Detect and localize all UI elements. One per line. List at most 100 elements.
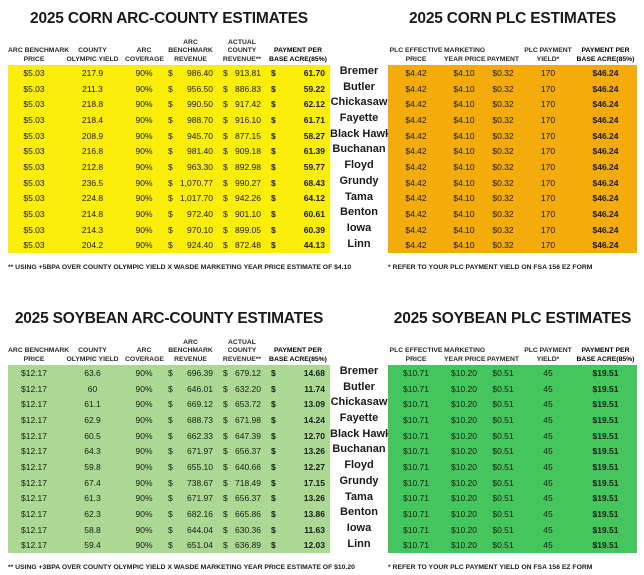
table-cell: 61.3 [84, 493, 101, 504]
table-cell: $14.24 [266, 415, 330, 425]
table-cell: $4.10 [453, 240, 475, 251]
table-cell: 90% [135, 83, 153, 94]
table-cell: $11.74 [266, 384, 330, 394]
table-row: $4.42 $4.10 $0.32 170 $46.24 [388, 81, 637, 97]
page-title: 2025 SOYBEAN ARC-COUNTY ESTIMATES [14, 310, 324, 327]
table-cell: $61.71 [266, 115, 330, 125]
table-cell: $19.51 [592, 367, 619, 378]
cell-value: 1,017.70 [179, 193, 213, 204]
table-cell: $19.51 [592, 509, 619, 520]
column-header: ARC BENCHMARK PRICE [8, 47, 70, 63]
table-cell: $682.16 [163, 509, 218, 519]
cell-value: 671.97 [187, 493, 213, 504]
table-cell: $10.20 [451, 430, 477, 441]
cell-value: 970.10 [187, 224, 213, 235]
table-cell: 90% [135, 114, 153, 125]
table-row: $5.03 224.8 90% $1,017.70 $942.26 $64.12 [8, 191, 330, 207]
cell-value: 13.26 [303, 446, 325, 457]
table-cell: $10.20 [451, 524, 477, 535]
table-cell: $4.42 [405, 240, 427, 251]
currency-symbol: $ [223, 446, 228, 457]
county-label: Grundy [339, 174, 379, 187]
cell-value: 901.10 [235, 209, 261, 220]
county-label: Linn [347, 237, 371, 250]
table-cell: $4.42 [405, 209, 427, 220]
table-cell: $10.20 [451, 477, 477, 488]
table-row: $10.71 $10.20 $0.51 45 $19.51 [388, 506, 637, 522]
table-cell: $4.10 [453, 130, 475, 141]
currency-symbol: $ [271, 114, 276, 125]
table-row: $4.42 $4.10 $0.32 170 $46.24 [388, 65, 637, 81]
cell-value: 899.05 [235, 224, 261, 235]
table-cell: $13.26 [266, 493, 330, 503]
table-cell: $10.71 [403, 493, 429, 504]
table-cell: $46.24 [592, 240, 619, 251]
table-row: $12.17 67.4 90% $738.67 $718.49 $17.15 [8, 475, 330, 491]
table-cell: $4.10 [453, 209, 475, 220]
cell-value: 646.01 [187, 383, 213, 394]
cell-value: 662.33 [187, 430, 213, 441]
column-header: COUNTY OLYMPIC YIELD [66, 47, 119, 63]
table-cell: 90% [135, 177, 153, 188]
table-cell: $0.51 [492, 461, 514, 472]
table-cell: $4.42 [405, 146, 427, 157]
currency-symbol: $ [271, 383, 276, 394]
table-cell: $640.66 [218, 462, 266, 472]
table-cell: 90% [135, 209, 153, 220]
table-cell: 90% [135, 461, 153, 472]
cell-value: 630.36 [235, 524, 261, 535]
cell-value: 644.04 [187, 524, 213, 535]
page-title: 2025 SOYBEAN PLC ESTIMATES [393, 310, 632, 327]
table-row: $4.42 $4.10 $0.32 170 $46.24 [388, 159, 637, 175]
table-cell: $5.03 [23, 130, 45, 141]
table-cell: $656.37 [218, 493, 266, 503]
table-row: $12.17 62.3 90% $682.16 $665.86 $13.86 [8, 506, 330, 522]
table-cell: $46.24 [592, 114, 619, 125]
cell-value: 636.89 [235, 540, 261, 551]
county-label: Bremer [339, 65, 379, 77]
currency-symbol: $ [271, 477, 276, 488]
cell-value: 963.30 [187, 161, 213, 172]
cell-value: 679.12 [235, 367, 261, 378]
county-label: Floyd [344, 459, 374, 472]
cell-value: 656.37 [235, 446, 261, 457]
table-cell: $12.17 [21, 446, 47, 457]
table-cell: $10.20 [451, 446, 477, 457]
table-cell: $10.20 [451, 540, 477, 551]
table-cell: $0.32 [492, 114, 514, 125]
table-cell: $0.51 [492, 540, 514, 551]
table-cell: $4.10 [453, 224, 475, 235]
table-cell: $0.32 [492, 209, 514, 220]
cell-value: 671.97 [187, 446, 213, 457]
table-cell: $872.48 [218, 240, 266, 250]
table-cell: $10.71 [403, 430, 429, 441]
table-cell: $945.70 [163, 131, 218, 141]
table-cell: 62.3 [84, 509, 101, 520]
column-header: ACTUAL COUNTY REVENUE** [222, 38, 262, 63]
table-cell: $13.86 [266, 509, 330, 519]
cell-value: 11.63 [304, 524, 325, 535]
table-cell: $4.42 [405, 224, 427, 235]
currency-symbol: $ [271, 130, 276, 141]
table-cell: 90% [135, 240, 153, 251]
column-header: PAYMENT PER BASE ACRE(85%) [576, 347, 635, 363]
cell-value: 892.98 [235, 161, 261, 172]
currency-symbol: $ [168, 209, 173, 220]
table-cell: 45 [543, 383, 553, 394]
table-cell: $669.12 [163, 399, 218, 409]
table-cell: $60.39 [266, 225, 330, 235]
table-cell: 60.5 [84, 430, 101, 441]
cell-value: 877.15 [235, 130, 261, 141]
table-cell: $10.20 [451, 461, 477, 472]
cell-value: 917.42 [235, 99, 261, 110]
table-row: $12.17 61.3 90% $671.97 $656.37 $13.26 [8, 491, 330, 507]
cell-value: 11.74 [304, 383, 325, 394]
table-row: $12.17 62.9 90% $688.73 $671.98 $14.24 [8, 412, 330, 428]
currency-symbol: $ [168, 493, 173, 504]
currency-symbol: $ [271, 161, 276, 172]
table-cell: 218.4 [81, 114, 104, 125]
table-cell: $4.10 [453, 83, 475, 94]
table-cell: $5.03 [23, 177, 45, 188]
table-cell: $0.32 [492, 193, 514, 204]
table-cell: $656.37 [218, 446, 266, 456]
